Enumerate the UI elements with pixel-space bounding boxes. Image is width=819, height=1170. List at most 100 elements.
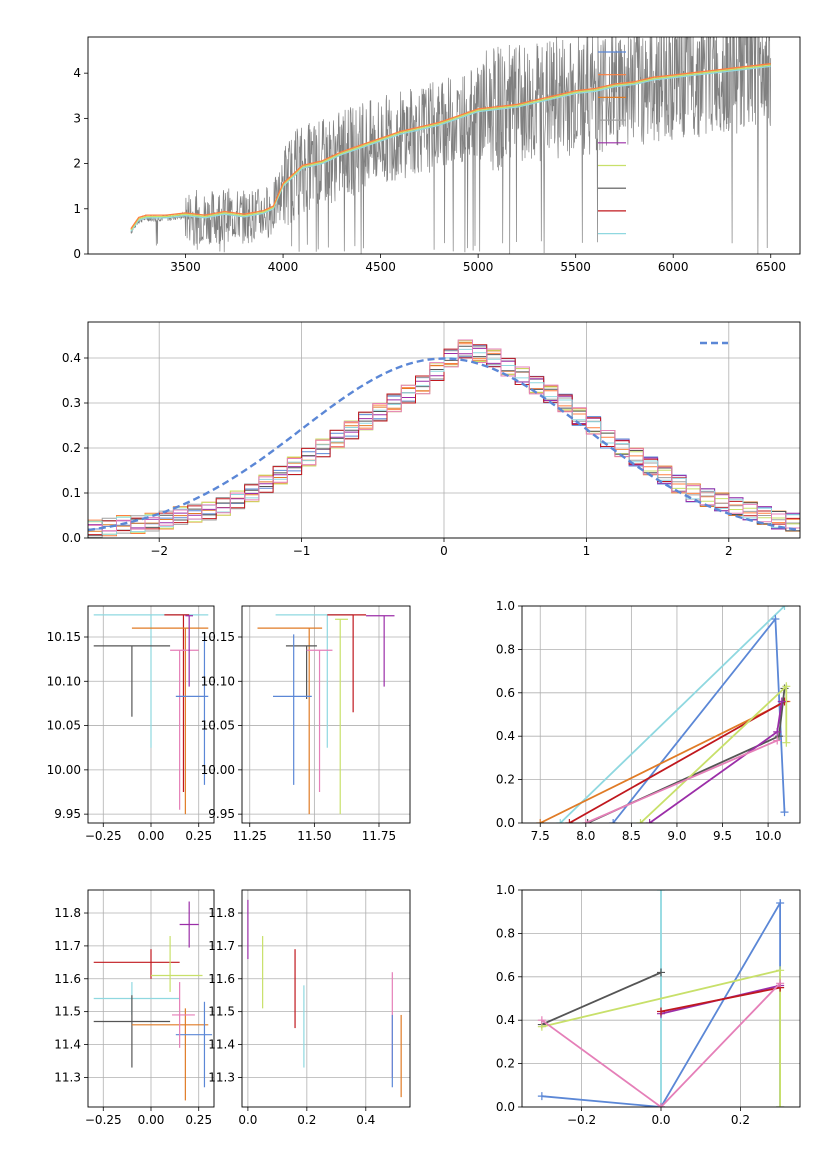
y-tick-label: 0.0 — [496, 816, 515, 830]
weight-marker — [773, 727, 782, 736]
axes-frame — [87, 36, 801, 255]
weight-line — [559, 606, 786, 823]
weight-line — [585, 739, 778, 823]
panel-age_vs_Z: −0.25 0.00 0.25 9.95 10.00 10.05 10.10 10.15 — [47, 605, 215, 843]
weight-line — [639, 684, 788, 823]
weight-marker — [775, 732, 784, 741]
weight-marker — [636, 819, 645, 823]
y-tick-label: 0.8 — [496, 926, 515, 940]
x-tick-label: 0.25 — [185, 829, 212, 843]
y-tick-label: 11.4 — [54, 1038, 81, 1052]
y-tick-label: 11.8 — [208, 906, 235, 920]
x-tick-label: 7.5 — [531, 829, 550, 843]
y-tick-label: 0.2 — [62, 441, 81, 455]
panel-mass_vs_EBV: 0.0 0.2 0.4 11.3 11.4 11.5 11.6 11.7 11.8 — [208, 889, 411, 1127]
weight-marker — [581, 819, 590, 823]
y-tick-label: 10.10 — [47, 674, 81, 688]
y-tick-label: 11.3 — [54, 1070, 81, 1084]
weight-marker — [776, 966, 785, 975]
x-tick-label: 0.2 — [731, 1113, 750, 1127]
plot-area-age_vs_mass — [257, 614, 395, 815]
y-tick-label: 0.0 — [62, 531, 81, 545]
y-tick-label: 0.4 — [62, 351, 81, 365]
axes-frame — [87, 321, 801, 539]
panel-age_vs_mass: 11.25 11.50 11.75 9.95 10.00 10.05 10.10 10.15 — [201, 605, 411, 843]
x-tick-label: 8.0 — [576, 829, 595, 843]
y-tick-label: 0.6 — [496, 970, 515, 984]
y-tick-label: 0.2 — [496, 1057, 515, 1071]
panel-residuals: −2 −1 0 1 2 0.0 0.1 0.2 0.3 0.4 — [62, 321, 801, 558]
y-tick-label: 11.5 — [54, 1005, 81, 1019]
weight-marker — [777, 697, 786, 706]
y-tick-label: 11.3 — [208, 1070, 235, 1084]
y-tick-label: 10.05 — [201, 719, 235, 733]
axes-frame — [521, 889, 801, 1108]
weight-marker — [657, 1007, 665, 1016]
x-tick-label: 10.0 — [755, 829, 782, 843]
x-tick-label: 0.0 — [238, 1113, 257, 1127]
y-tick-label: 0.4 — [496, 1013, 515, 1027]
x-tick-label: 9.0 — [667, 829, 686, 843]
weight-marker — [776, 979, 785, 988]
x-tick-label: 11.25 — [233, 829, 267, 843]
plot-area-weight_vs_age — [536, 606, 791, 823]
axes-frame — [241, 889, 411, 1108]
y-tick-label: 0 — [73, 247, 81, 261]
weight-marker — [782, 682, 791, 691]
y-tick-label: 0.2 — [496, 773, 515, 787]
weight-marker — [782, 738, 791, 747]
x-tick-label: 2 — [725, 544, 733, 558]
plot-area-weight_vs_Z — [537, 890, 785, 1107]
axes-frame — [87, 889, 215, 1108]
observed-spectrum-line — [130, 37, 772, 254]
y-tick-label: 11.7 — [208, 939, 235, 953]
x-tick-label: 6000 — [658, 260, 689, 274]
plot-area-spectrum — [130, 37, 772, 254]
x-tick-label: 4500 — [365, 260, 396, 274]
x-tick-label: 5500 — [560, 260, 591, 274]
y-tick-label: 0.4 — [496, 729, 515, 743]
y-tick-label: 1.0 — [496, 599, 515, 613]
weight-marker — [657, 1103, 665, 1107]
axes-frame — [87, 605, 215, 824]
y-tick-label: 0.3 — [62, 396, 81, 410]
x-tick-label: 1 — [583, 544, 591, 558]
weight-marker — [780, 808, 789, 817]
y-tick-label: 9.95 — [208, 807, 235, 821]
plot-area-age_vs_Z — [93, 614, 209, 815]
model-spectrum-line — [130, 63, 771, 230]
y-tick-label: 10.05 — [47, 719, 81, 733]
x-tick-label: −0.25 — [85, 829, 122, 843]
y-tick-label: 11.6 — [54, 972, 81, 986]
x-tick-label: −1 — [293, 544, 311, 558]
y-tick-label: 0.1 — [62, 486, 81, 500]
y-tick-label: 10.00 — [201, 763, 235, 777]
model-spectrum-line — [130, 65, 771, 232]
panel-mass_vs_Z: −0.25 0.00 0.25 11.3 11.4 11.5 11.6 11.7 11.8 — [54, 889, 215, 1127]
plot-area-mass_vs_EBV — [247, 899, 402, 1098]
weight-line — [539, 700, 787, 823]
x-tick-label: 8.5 — [622, 829, 641, 843]
panel-weight_vs_Z: −0.2 0.0 0.2 0.0 0.2 0.4 0.6 0.8 1.0 — [496, 883, 801, 1127]
x-tick-label: 6500 — [755, 260, 786, 274]
weight-marker — [776, 1103, 785, 1107]
x-tick-label: 11.50 — [297, 829, 331, 843]
y-tick-label: 0.0 — [496, 1100, 515, 1114]
y-tick-label: 11.4 — [208, 1038, 235, 1052]
x-tick-label: 3500 — [170, 260, 201, 274]
axes-frame — [241, 605, 411, 824]
y-tick-label: 11.7 — [54, 939, 81, 953]
weight-line — [541, 982, 781, 1107]
weight-marker — [556, 819, 565, 823]
panel-spectrum: 3500 4000 4500 5000 5500 6000 6500 0 1 2 3 4 — [73, 36, 801, 274]
x-tick-label: 11.75 — [362, 829, 396, 843]
weight-marker — [771, 615, 780, 624]
model-spectrum-line — [130, 64, 771, 231]
x-tick-label: 9.5 — [713, 829, 732, 843]
y-tick-label: 10.15 — [201, 630, 235, 644]
weight-line — [541, 971, 662, 1026]
weight-line — [649, 701, 783, 823]
x-tick-label: 4000 — [268, 260, 299, 274]
y-tick-label: 3 — [73, 111, 81, 125]
